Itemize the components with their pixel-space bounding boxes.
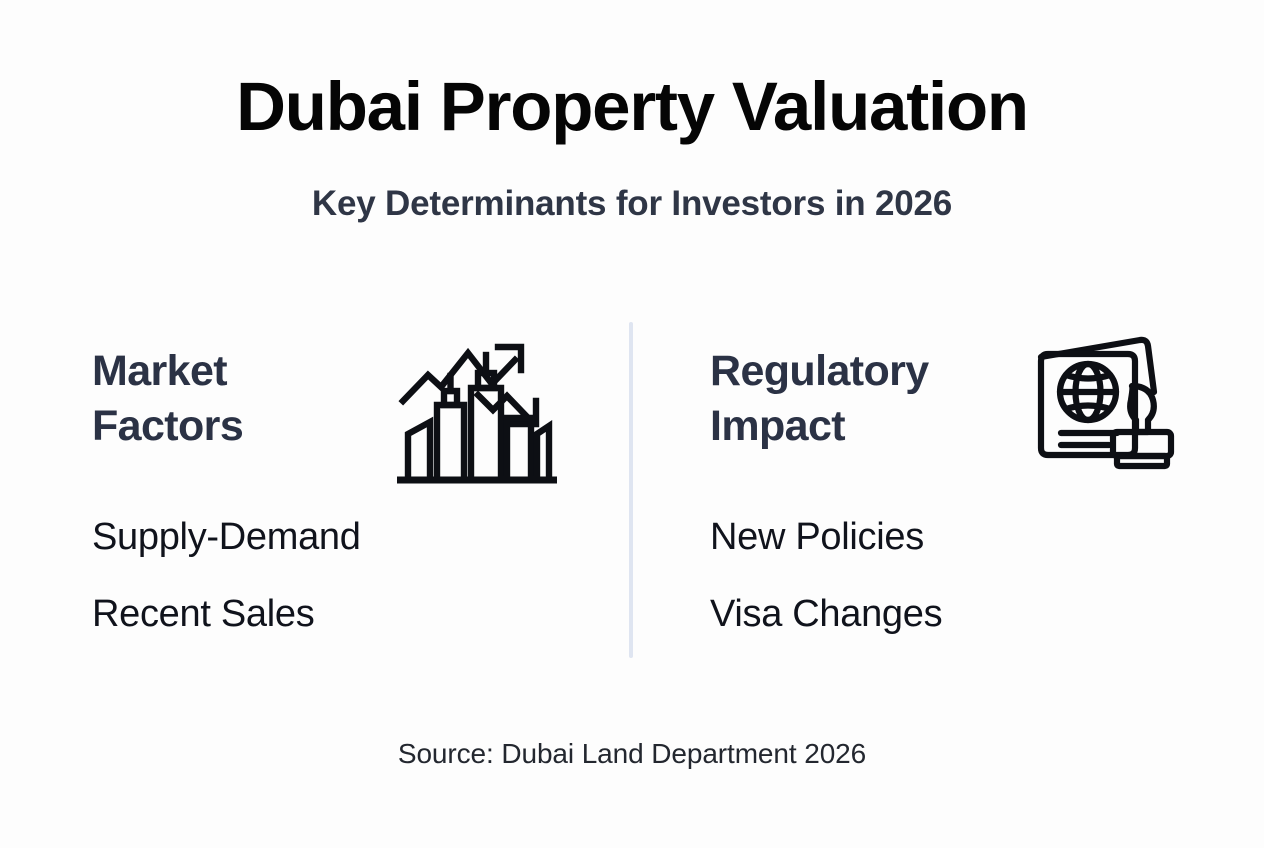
list-item: Visa Changes	[710, 593, 943, 635]
column-list-market-factors: Supply-Demand Recent Sales	[92, 496, 632, 633]
header: Dubai Property Valuation Key Determinant…	[0, 72, 1264, 221]
list-item: New Policies	[710, 516, 924, 558]
columns-container: Market Factors	[0, 318, 1264, 668]
column-heading-line-1: Regulatory	[710, 347, 929, 395]
column-regulatory-impact: Regulatory Impact	[710, 318, 1250, 668]
column-market-factors: Market Factors	[92, 318, 632, 668]
column-heading-line-2: Impact	[710, 402, 846, 451]
page-title: Dubai Property Valuation	[236, 68, 1029, 145]
column-header-regulatory-impact: Regulatory Impact	[710, 318, 1250, 496]
column-divider	[629, 322, 633, 658]
column-header-market-factors: Market Factors	[92, 318, 632, 496]
column-heading-regulatory-impact: Regulatory Impact	[710, 318, 1010, 454]
column-heading-line-2: Factors	[92, 402, 244, 451]
skyline-trend-chart-icon	[397, 330, 557, 490]
column-heading-line-1: Market	[92, 347, 228, 395]
column-list-regulatory-impact: New Policies Visa Changes	[710, 496, 1250, 633]
list-item: Supply-Demand	[92, 516, 361, 558]
passport-stamp-icon	[1020, 330, 1180, 490]
column-heading-market-factors: Market Factors	[92, 318, 392, 454]
page-subtitle: Key Determinants for Investors in 2026	[311, 184, 953, 223]
list-item: Recent Sales	[92, 593, 315, 635]
source-attribution: Source: Dubai Land Department 2026	[397, 738, 867, 769]
